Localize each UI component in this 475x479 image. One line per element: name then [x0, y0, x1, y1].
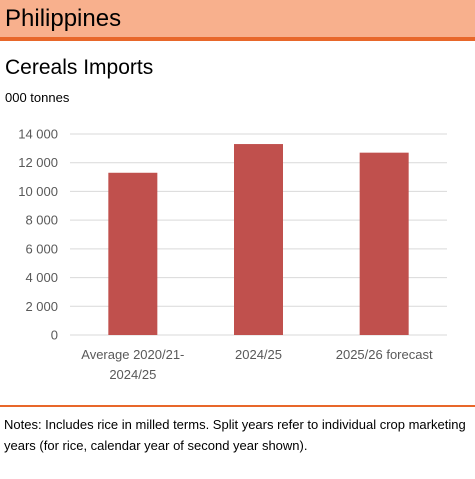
y-tick-label: 10 000 — [18, 184, 58, 199]
x-tick-label: 2025/26 forecast — [336, 347, 433, 362]
header-bar: Philippines — [0, 0, 475, 41]
y-tick-label: 2 000 — [25, 299, 58, 314]
y-tick-label: 8 000 — [25, 213, 58, 228]
notes-text: Notes: Includes rice in milled terms. Sp… — [4, 417, 466, 453]
bar — [108, 172, 158, 335]
x-tick-label: 2024/25 — [235, 347, 282, 362]
y-tick-label: 4 000 — [25, 270, 58, 285]
y-tick-label: 14 000 — [18, 127, 58, 142]
y-tick-label: 6 000 — [25, 241, 58, 256]
bar — [234, 144, 283, 335]
bar — [359, 152, 409, 335]
unit-label: 000 tonnes — [5, 90, 70, 105]
x-tick-label: Average 2020/21- — [81, 347, 184, 362]
page-title: Philippines — [5, 5, 122, 32]
chart-title: Cereals Imports — [5, 56, 154, 79]
y-tick-label: 12 000 — [18, 155, 58, 170]
y-tick-label: 0 — [51, 328, 58, 343]
notes-divider — [0, 405, 475, 407]
bar-chart: 0 2 000 4 000 6 000 8 000 10 000 12 000 14 000 A… — [18, 127, 447, 382]
x-tick-label: 2024/25 — [109, 367, 156, 382]
